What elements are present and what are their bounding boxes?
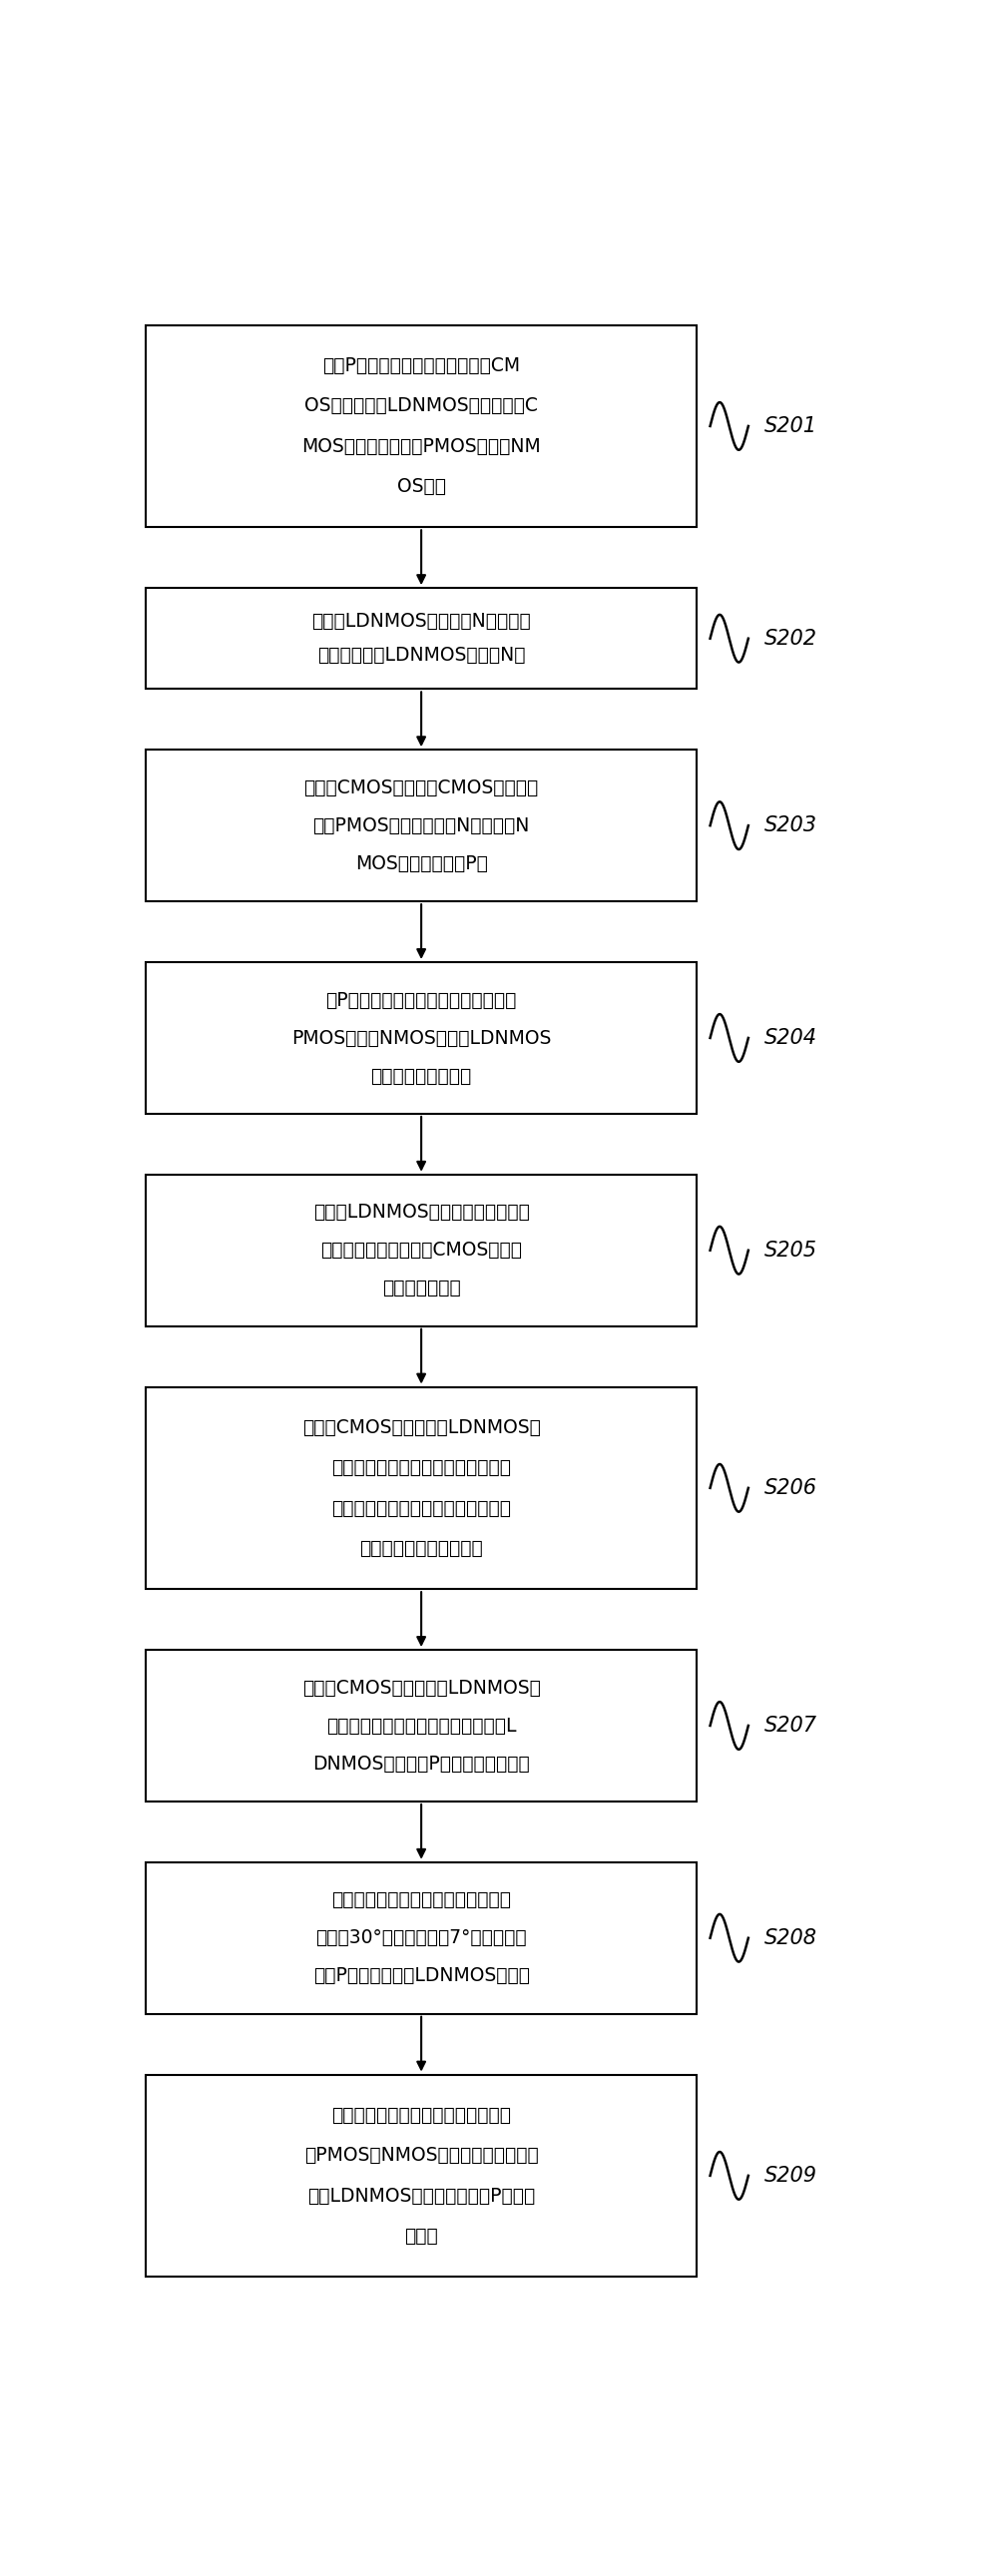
Bar: [146, 2074, 696, 2277]
Text: S207: S207: [764, 1716, 816, 1736]
Bar: [146, 750, 696, 902]
Text: 在低压CMOS区域进行CMOS双阱工艺: 在低压CMOS区域进行CMOS双阱工艺: [304, 778, 538, 796]
Bar: [146, 1862, 696, 2014]
Text: 以栅极为对准标的进行离子注入，形: 以栅极为对准标的进行离子注入，形: [331, 2105, 511, 2125]
Text: 同步形成栅氧层: 同步形成栅氧层: [382, 1278, 460, 1298]
Text: OS区域和高压LDNMOS区域，低压C: OS区域和高压LDNMOS区域，低压C: [305, 397, 538, 415]
Text: 层和薄栅氧层，在低压CMOS区域也: 层和薄栅氧层，在低压CMOS区域也: [320, 1242, 522, 1260]
Text: MOS区域形成低压P阱: MOS区域形成低压P阱: [355, 855, 487, 873]
Text: 区域彼此绝缘间隔开: 区域彼此绝缘间隔开: [371, 1066, 471, 1084]
Text: DNMOS栅极侧的P型体区的注入位置: DNMOS栅极侧的P型体区的注入位置: [313, 1754, 529, 1772]
Text: MOS区域还被划分为PMOS区域和NM: MOS区域还被划分为PMOS区域和NM: [302, 438, 541, 456]
Text: 域依次形成多晶硅层和氮化硅层，然: 域依次形成多晶硅层和氮化硅层，然: [331, 1458, 511, 1476]
Text: 形成LDNMOS的源区、漏区和P型体区: 形成LDNMOS的源区、漏区和P型体区: [308, 2187, 535, 2205]
Text: S206: S206: [764, 1479, 816, 1499]
Text: ，在PMOS区域形成低压N阱以及在N: ，在PMOS区域形成低压N阱以及在N: [313, 817, 529, 835]
Text: 别形成栅极和栅极阻挡层: 别形成栅极和栅极阻挡层: [360, 1540, 483, 1558]
Text: S209: S209: [764, 2166, 816, 2184]
Text: S208: S208: [764, 1927, 816, 1947]
Bar: [146, 325, 696, 528]
Bar: [146, 587, 696, 688]
Text: 域涂布光刻胶，经曝光和显影后露出L: 域涂布光刻胶，经曝光和显影后露出L: [326, 1716, 517, 1736]
Text: 在低压CMOS区域和高压LDNMOS区: 在低压CMOS区域和高压LDNMOS区: [302, 1677, 540, 1698]
Bar: [146, 1175, 696, 1327]
Text: 在高压LDNMOS区域注入N型杂质并: 在高压LDNMOS区域注入N型杂质并: [312, 613, 530, 631]
Bar: [146, 1386, 696, 1589]
Text: 在高压LDNMOS区域依次形成厚栅氧: 在高压LDNMOS区域依次形成厚栅氧: [313, 1203, 529, 1221]
Text: 以大于30°的角度和小于7°的角度两次: 以大于30°的角度和小于7°的角度两次: [316, 1929, 527, 1947]
Text: S204: S204: [764, 1028, 816, 1048]
Text: 提供P型硅衬底，其被划分为低压CM: 提供P型硅衬底，其被划分为低压CM: [322, 355, 521, 376]
Text: 接触端: 接触端: [404, 2226, 438, 2246]
Text: 在P型硅衬底上制作局部氧化隔离，将: 在P型硅衬底上制作局部氧化隔离，将: [325, 992, 517, 1010]
Text: 后依次刻蚀多晶硅层和氮化硅层，分: 后依次刻蚀多晶硅层和氮化硅层，分: [331, 1499, 511, 1517]
Text: OS区域: OS区域: [396, 477, 446, 497]
Text: PMOS区域、NMOS区域和LDNMOS: PMOS区域、NMOS区域和LDNMOS: [291, 1028, 551, 1048]
Text: 成PMOS和NMOS的源区和漏区，以及: 成PMOS和NMOS的源区和漏区，以及: [304, 2146, 538, 2164]
Text: S201: S201: [764, 417, 816, 435]
Text: 注入P型杂质，形成LDNMOS的沟道: 注入P型杂质，形成LDNMOS的沟道: [313, 1965, 529, 1986]
Bar: [146, 961, 696, 1113]
Text: S203: S203: [764, 817, 816, 835]
Bar: [146, 1649, 696, 1801]
Text: S205: S205: [764, 1239, 816, 1260]
Text: 以光刻胶和栅极阻挡层为掩模，分别: 以光刻胶和栅极阻挡层为掩模，分别: [331, 1891, 511, 1909]
Text: 作扩散，形成LDNMOS的高压N阱: 作扩散，形成LDNMOS的高压N阱: [317, 647, 526, 665]
Text: 在低压CMOS区域和高压LDNMOS区: 在低压CMOS区域和高压LDNMOS区: [302, 1417, 540, 1437]
Text: S202: S202: [764, 629, 816, 649]
